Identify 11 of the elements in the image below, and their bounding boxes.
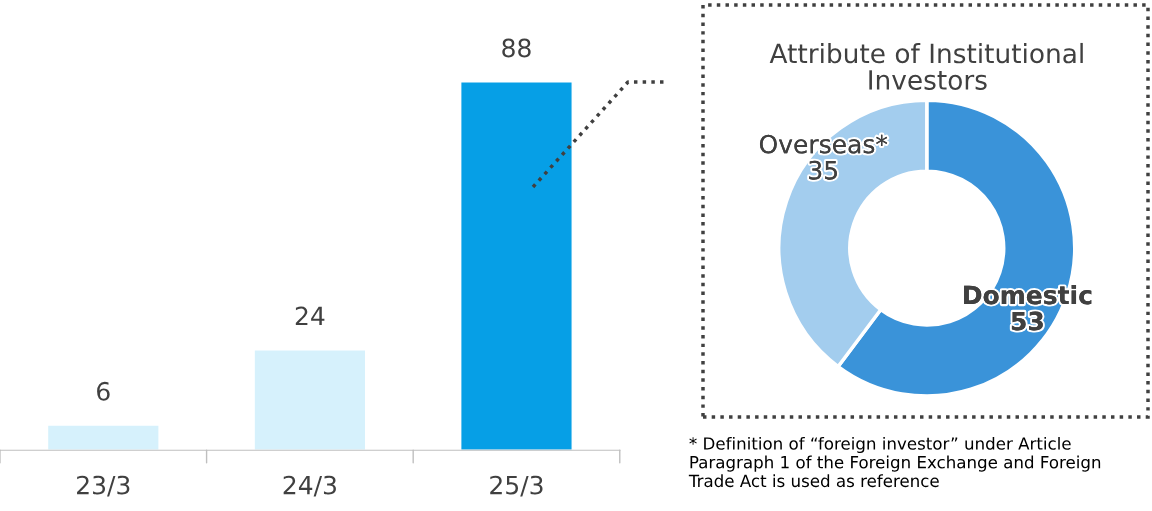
x-tick-label: 25/3 <box>490 475 543 497</box>
data-label: 88 <box>502 38 531 58</box>
text: * Definition of “foreign investor” under Article Paragraph 1 of the Foreign Exchange and Foreign Trade Act is used as reference <box>688 436 1101 488</box>
x-tick-label: 24/3 <box>283 475 336 497</box>
data-label: 53 <box>1011 311 1043 331</box>
data-label: 6 <box>97 381 110 401</box>
data-label: 35 <box>809 160 837 180</box>
slice-label: Overseas* <box>759 134 888 154</box>
data-label: 24 <box>295 306 325 326</box>
x-tick-label: 23/3 <box>77 475 130 497</box>
chart-title: Attribute of Institutional Investors <box>769 42 1083 90</box>
